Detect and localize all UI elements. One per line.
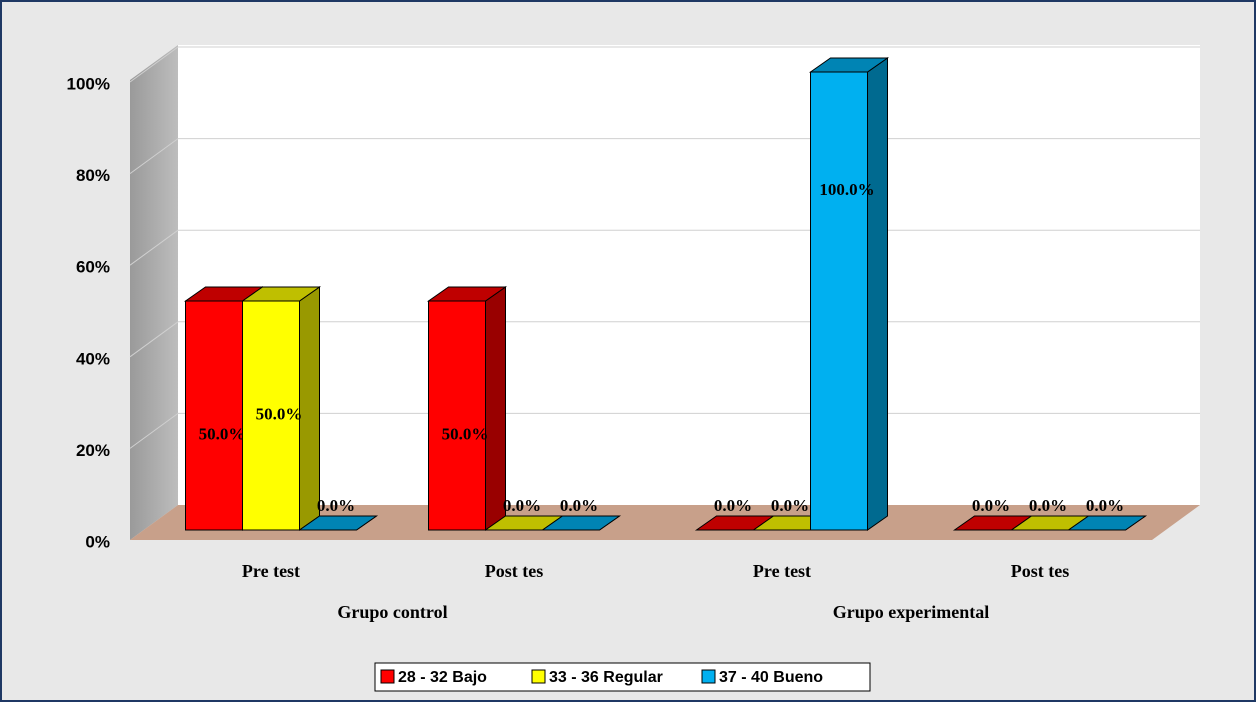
bar-top [297,515,379,531]
legend [374,662,871,692]
y-tick-label: 40% [76,349,110,368]
data-label: 0.0% [317,496,355,515]
x-tick-label: Post tes [485,561,543,581]
y-tick-label: 100% [67,74,110,93]
bar-top [1066,515,1148,531]
data-label: 0.0% [560,496,598,515]
grid-line [129,46,179,83]
x-tick-label: Pre test [242,561,300,581]
legend-label: 33 - 36 Regular [549,669,663,686]
bar [810,71,868,531]
legend-label: 28 - 32 Bajo [398,669,487,686]
data-label: 50.0% [199,424,246,443]
data-label: 50.0% [256,404,303,423]
data-label: 0.0% [1029,496,1067,515]
legend-label: 37 - 40 Bueno [719,669,823,686]
x-tick-label: Pre test [753,561,811,581]
grid-line [129,138,179,175]
data-label: 0.0% [771,496,809,515]
side-wall [130,45,178,540]
legend-swatch [701,669,716,684]
back-wall [178,45,1200,505]
bar-side [867,57,888,531]
floor [130,505,1200,540]
bar [428,300,486,531]
grid-line [129,229,179,266]
bar-side [299,286,320,531]
legend-swatch [380,669,395,684]
group-label: Grupo control [337,602,447,622]
bar-top [540,515,622,531]
data-label: 100.0% [819,180,874,199]
bar-side [485,286,506,531]
group-label: Grupo experimental [833,602,989,622]
data-label: 0.0% [503,496,541,515]
bar [185,300,243,531]
grid-line [129,321,179,358]
y-tick-label: 0% [85,532,110,551]
data-label: 0.0% [972,496,1010,515]
data-label: 0.0% [1086,496,1124,515]
bar [242,300,300,531]
data-label: 0.0% [714,496,752,515]
data-label: 50.0% [442,424,489,443]
x-tick-label: Post tes [1011,561,1069,581]
legend-swatch [531,669,546,684]
y-tick-label: 80% [76,166,110,185]
y-tick-label: 20% [76,441,110,460]
grid-line [129,412,179,449]
y-tick-label: 60% [76,258,110,277]
